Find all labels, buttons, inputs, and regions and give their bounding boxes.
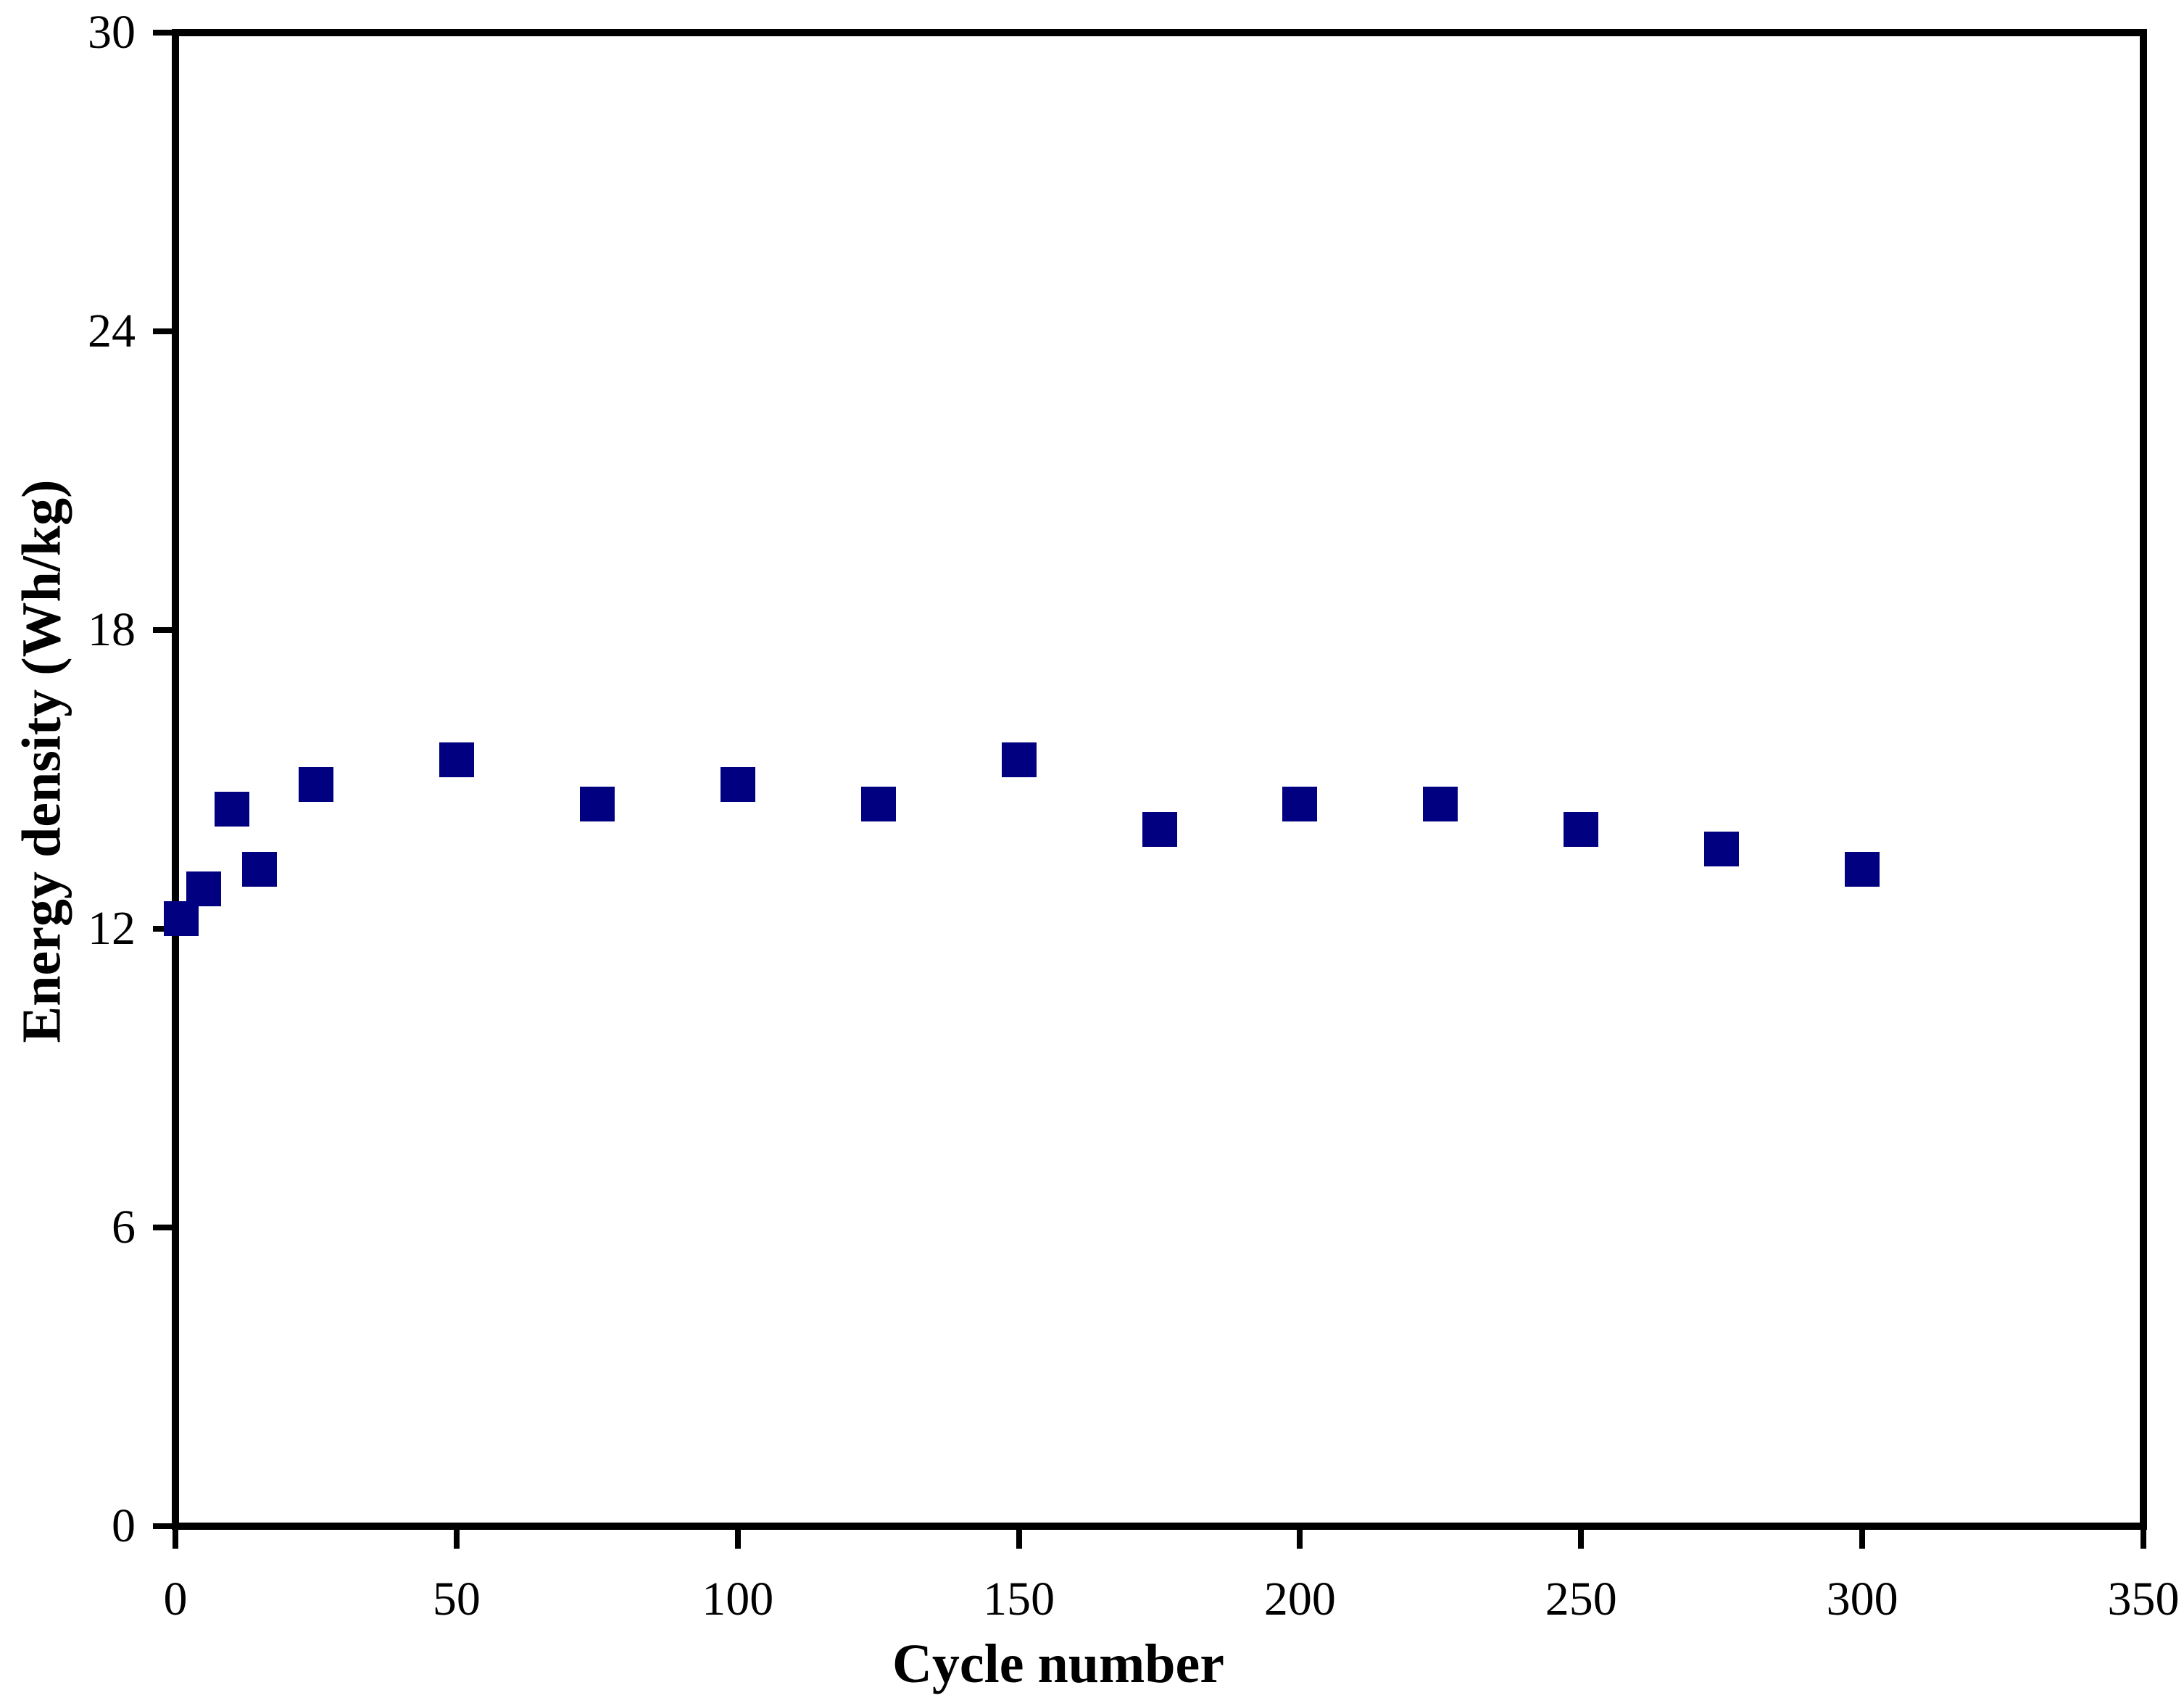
data-point-marker: [242, 851, 278, 887]
y-tick-label: 0: [112, 1499, 136, 1552]
y-tick: [153, 627, 172, 633]
y-tick-label: 6: [112, 1201, 136, 1254]
data-point-marker: [1001, 742, 1037, 777]
y-tick: [153, 328, 172, 334]
x-tick: [1859, 1530, 1866, 1549]
y-tick-label: 18: [88, 603, 136, 656]
y-tick: [153, 1225, 172, 1230]
x-tick-label: 150: [983, 1573, 1055, 1626]
y-tick-label: 30: [88, 6, 136, 59]
y-axis-title: Energy density (Wh/kg): [11, 479, 72, 1043]
x-tick: [173, 1530, 178, 1549]
data-point-marker: [1564, 811, 1599, 847]
data-point-marker: [214, 792, 249, 827]
x-tick-label: 300: [1826, 1573, 1898, 1626]
data-point-marker: [1423, 787, 1458, 822]
data-point-marker: [1704, 832, 1740, 867]
data-point-marker: [1282, 787, 1318, 822]
x-tick: [1297, 1530, 1303, 1549]
y-tick: [153, 926, 172, 932]
data-point-marker: [439, 742, 474, 777]
data-point-marker: [1845, 851, 1880, 887]
x-tick-label: 0: [163, 1573, 188, 1626]
x-tick-label: 350: [2107, 1573, 2180, 1626]
data-point-marker: [298, 766, 333, 802]
x-tick-label: 250: [1545, 1573, 1617, 1626]
data-point-marker: [1142, 811, 1177, 847]
x-tick-label: 50: [432, 1573, 481, 1626]
data-point-marker: [579, 787, 615, 822]
y-tick: [153, 1523, 172, 1529]
data-point-marker: [163, 901, 199, 937]
plot-area-border: [172, 29, 2147, 1530]
x-tick-label: 200: [1263, 1573, 1336, 1626]
x-axis-title: Cycle number: [892, 1633, 1225, 1694]
x-tick: [2141, 1530, 2146, 1549]
data-point-marker: [720, 766, 755, 802]
x-tick: [734, 1530, 741, 1549]
x-tick: [1016, 1530, 1022, 1549]
x-tick: [1578, 1530, 1585, 1549]
x-tick-label: 100: [702, 1573, 774, 1626]
y-tick-label: 12: [88, 902, 136, 955]
y-tick-label: 24: [88, 305, 136, 357]
y-tick: [153, 30, 172, 36]
x-tick: [453, 1530, 460, 1549]
data-point-marker: [186, 871, 221, 907]
data-point-marker: [860, 787, 896, 822]
